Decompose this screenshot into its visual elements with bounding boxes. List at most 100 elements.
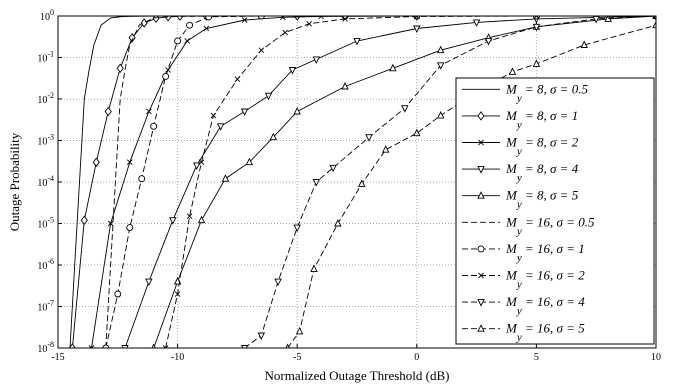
series-marker [280, 16, 286, 21]
series-marker [221, 174, 230, 182]
series-marker [146, 108, 152, 115]
series-marker [126, 159, 133, 166]
series-marker [128, 32, 136, 43]
series-marker [365, 134, 373, 142]
series-marker [234, 76, 241, 83]
series-marker [508, 67, 517, 75]
series-marker [121, 345, 129, 348]
series-line [124, 16, 656, 348]
series-marker [310, 264, 318, 272]
series-marker [477, 299, 485, 307]
series-marker [478, 272, 484, 279]
x-tick-label: -10 [171, 352, 184, 363]
series-marker [245, 157, 254, 166]
legend-entry: My = 16, σ = 5 [462, 321, 585, 344]
series-marker [580, 40, 588, 48]
y-tick-label: 10-8 [37, 340, 54, 355]
series-marker [240, 108, 249, 116]
legend: My = 8, σ = 0.5 My = 8, σ = 1 My = 8, σ = … [455, 77, 655, 345]
series-marker [205, 16, 213, 21]
series-marker [358, 179, 366, 187]
series-marker [210, 112, 217, 119]
series-1 [69, 16, 656, 348]
series-marker [269, 132, 278, 141]
series-marker [174, 291, 181, 297]
x-tick-label: 10 [651, 352, 661, 363]
series-marker [68, 343, 76, 348]
series-marker [477, 111, 485, 121]
series-marker [193, 162, 201, 170]
y-tick-label: 10-4 [37, 174, 54, 189]
series-marker [150, 122, 158, 130]
series-marker [102, 344, 110, 348]
series-marker [258, 47, 265, 54]
series-marker [293, 224, 301, 233]
series-marker [240, 345, 249, 348]
series-marker [472, 19, 481, 27]
y-axis-title: Outage Probability [7, 132, 22, 231]
series-marker [413, 128, 421, 137]
legend-label: My = 16, σ = 4 [505, 294, 585, 317]
legend-label: My = 8, σ = 5 [505, 188, 579, 211]
series-marker [186, 21, 194, 29]
series-9 [240, 16, 656, 348]
x-tick-label: 5 [534, 352, 539, 363]
y-tick-label: 10-3 [37, 133, 54, 148]
series-6 [105, 16, 656, 348]
series-marker [532, 16, 540, 20]
series-marker [341, 82, 349, 90]
series-marker [116, 63, 124, 74]
series-marker [413, 16, 420, 20]
series-marker [413, 25, 421, 33]
series-marker [80, 215, 88, 225]
legend-entry: My = 8, σ = 5 [462, 188, 579, 211]
series-marker [257, 332, 266, 341]
series-marker [312, 179, 321, 187]
series-marker [257, 16, 265, 20]
series-marker [184, 38, 190, 44]
series-marker [107, 220, 114, 227]
series-marker [353, 38, 361, 46]
legend-entry: My = 16, σ = 2 [462, 268, 585, 291]
series-marker [532, 23, 541, 32]
legend-label: My = 16, σ = 1 [505, 241, 585, 264]
legend-entry: My = 8, σ = 2 [462, 135, 579, 158]
legend-entry: My = 8, σ = 1 [462, 108, 578, 131]
series-marker [436, 62, 445, 70]
series-7 [102, 16, 656, 348]
series-marker [477, 191, 485, 199]
legend-entry: My = 16, σ = 1 [462, 241, 585, 264]
series-marker [203, 25, 210, 32]
series-marker [484, 38, 493, 46]
series-marker [477, 324, 485, 332]
legend-entry: My = 8, σ = 0.5 [462, 81, 588, 104]
x-tick-label: -5 [293, 352, 301, 363]
legend-entry: My = 16, σ = 4 [462, 294, 585, 317]
legend-entry: My = 16, σ = 0.5 [462, 214, 595, 237]
series-marker [334, 218, 342, 227]
series-marker [126, 224, 134, 231]
series-marker [216, 123, 225, 131]
series-marker [104, 106, 112, 117]
series-marker [241, 17, 248, 23]
y-tick-label: 10-1 [37, 50, 54, 65]
legend-box [455, 77, 655, 345]
y-tick-label: 10-6 [37, 257, 54, 272]
legend-label: My = 16, σ = 0.5 [505, 214, 595, 237]
series-marker [198, 159, 205, 166]
series-marker [477, 166, 485, 174]
y-tick-label: 10-5 [37, 216, 54, 231]
series-marker [653, 16, 656, 19]
legend-entry: My = 8, σ = 4 [462, 161, 579, 184]
series-marker [381, 145, 390, 153]
series-marker [138, 175, 146, 183]
series-marker [282, 29, 289, 36]
legend-label: My = 8, σ = 4 [505, 161, 579, 184]
series-marker [533, 16, 540, 19]
series-marker [274, 278, 282, 287]
series-marker [477, 245, 485, 253]
series-marker [174, 37, 182, 45]
series-marker [145, 278, 153, 287]
legend-label: My = 8, σ = 0.5 [505, 81, 588, 104]
